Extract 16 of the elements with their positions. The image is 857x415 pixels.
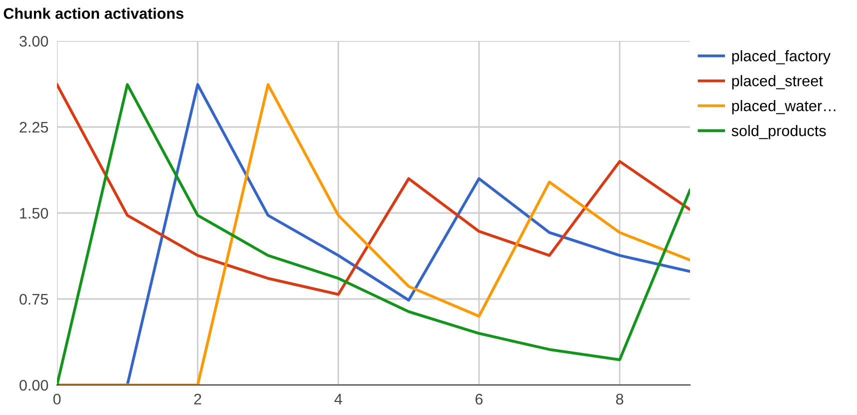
x-tick-label: 8 — [616, 394, 624, 405]
x-tick-label: 0 — [53, 394, 61, 405]
chart-title: Chunk action activations — [4, 8, 184, 19]
y-tick-label: 2.25 — [20, 122, 48, 133]
y-tick-label: 3.00 — [20, 36, 48, 47]
x-tick-label: 4 — [334, 394, 342, 404]
legend-label: placed_street — [732, 75, 823, 90]
x-tick-label: 2 — [194, 394, 202, 404]
y-tick-label: 1.50 — [20, 208, 48, 219]
legend-label: placed_water… — [732, 100, 836, 114]
y-tick-label: 0.00 — [20, 380, 48, 391]
line-series — [57, 83, 690, 296]
legend-label: sold_products — [732, 124, 826, 140]
legend-label: placed_factory — [732, 50, 831, 64]
y-tick-label: 0.75 — [20, 294, 48, 305]
x-tick-label: 6 — [476, 394, 483, 405]
